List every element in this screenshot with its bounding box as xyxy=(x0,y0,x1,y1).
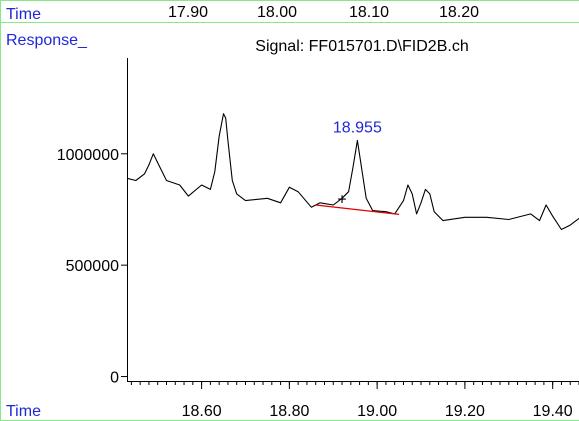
top-tick-label-0: 17.90 xyxy=(168,4,208,21)
response-label: Response_ xyxy=(6,32,88,49)
top-tick-label-2: 18.10 xyxy=(349,4,389,21)
y-tick-label-2: 1000000 xyxy=(57,147,119,164)
x-tick-label-1: 18.80 xyxy=(269,403,309,420)
top-time-label: Time xyxy=(6,6,41,23)
x-tick-label-4: 19.40 xyxy=(533,403,573,420)
top-tick-label-1: 18.00 xyxy=(257,4,297,21)
signal-trace-0 xyxy=(126,113,579,231)
peak-start-marker: + xyxy=(337,191,346,208)
y-tick-label-0: 0 xyxy=(110,370,119,387)
x-tick-label-3: 19.20 xyxy=(445,403,485,420)
chart-title: Signal: FF015701.D\FID2B.ch xyxy=(255,38,468,55)
x-tick-label-0: 18.60 xyxy=(182,403,222,420)
top-tick-label-3: 18.20 xyxy=(439,4,479,21)
bottom-time-label: Time xyxy=(6,403,41,420)
peak-label: 18.955 xyxy=(333,119,382,136)
integration-baseline xyxy=(315,204,400,215)
x-tick-label-2: 19.00 xyxy=(357,403,397,420)
y-tick-label-1: 500000 xyxy=(66,258,119,275)
